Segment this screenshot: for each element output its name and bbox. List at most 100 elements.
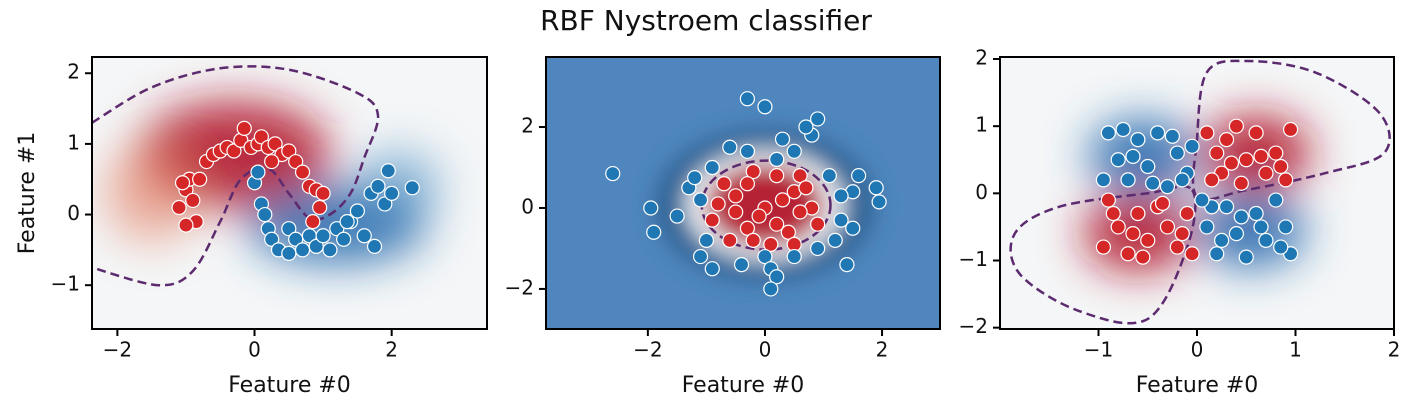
point — [1223, 155, 1240, 171]
y-tick-label: 2 — [67, 60, 80, 84]
point — [1273, 158, 1289, 175]
point — [315, 228, 331, 244]
point — [1258, 165, 1274, 181]
point — [851, 167, 867, 184]
point — [780, 224, 796, 240]
point — [1218, 199, 1235, 215]
point — [763, 236, 779, 253]
point — [294, 242, 311, 258]
point — [1169, 145, 1185, 161]
point — [1253, 148, 1269, 164]
point — [769, 151, 785, 168]
point — [1140, 232, 1156, 248]
point — [1238, 249, 1254, 265]
y-tick-label: −2 — [959, 314, 988, 338]
subplot: −2 0 2 −2 0 2 Feature #0 — [505, 56, 941, 398]
point — [1248, 205, 1264, 222]
point — [757, 99, 773, 115]
point — [687, 170, 703, 186]
point — [692, 192, 709, 208]
point — [1268, 145, 1284, 161]
point — [1105, 205, 1121, 222]
point — [315, 185, 331, 201]
point — [322, 242, 338, 258]
point — [267, 136, 283, 152]
y-tick-label: 1 — [975, 113, 988, 137]
point — [294, 164, 311, 180]
point — [692, 248, 709, 265]
y-tick-label: −1 — [959, 247, 988, 271]
point — [871, 194, 887, 210]
point — [1095, 239, 1112, 255]
point — [1145, 175, 1161, 191]
y-tick-label: 0 — [975, 180, 988, 204]
point — [798, 180, 814, 196]
point — [646, 224, 662, 240]
x-tick-label: −2 — [633, 338, 662, 362]
point — [1169, 239, 1185, 255]
point — [769, 167, 785, 184]
point — [643, 200, 659, 216]
point — [349, 203, 365, 219]
point — [751, 208, 767, 224]
point — [1140, 158, 1156, 175]
point — [605, 165, 621, 182]
point — [1273, 239, 1289, 255]
y-tick-label: −1 — [51, 272, 80, 296]
point — [774, 131, 791, 147]
point — [868, 180, 884, 196]
point — [257, 206, 273, 223]
point — [745, 163, 761, 180]
decision-surface — [92, 57, 487, 329]
point — [1218, 132, 1235, 148]
point — [1278, 219, 1294, 235]
point — [786, 248, 802, 265]
x-tick-label: −2 — [103, 338, 132, 362]
point — [1268, 192, 1284, 208]
point — [845, 220, 861, 236]
point — [1214, 232, 1230, 248]
point — [810, 240, 826, 257]
point — [185, 192, 201, 209]
point — [710, 196, 726, 212]
point — [305, 214, 321, 230]
point — [827, 232, 843, 248]
decision-boundary — [92, 65, 380, 287]
point — [1110, 219, 1126, 235]
point — [792, 167, 808, 184]
point — [264, 153, 280, 170]
point — [1164, 128, 1180, 144]
figure-title: RBF Nystroem classifier — [540, 4, 872, 37]
point — [704, 261, 720, 277]
axes-frame — [91, 56, 488, 330]
point — [384, 185, 400, 201]
point — [192, 171, 208, 187]
point — [1199, 125, 1215, 141]
x-tick-label: 2 — [385, 338, 398, 362]
point — [1110, 152, 1126, 168]
point — [739, 220, 755, 236]
point — [839, 257, 855, 273]
y-tick-label: 2 — [521, 114, 534, 138]
x-tick-label: 1 — [1289, 338, 1302, 362]
point — [810, 111, 826, 127]
y-axis-label: Feature #1 — [15, 132, 40, 255]
point — [1120, 172, 1136, 188]
point — [250, 164, 266, 180]
point — [370, 178, 386, 194]
point — [174, 175, 191, 191]
y-tick-label: 2 — [975, 46, 988, 70]
y-tick-label: 1 — [67, 130, 80, 154]
point — [336, 231, 352, 247]
point — [288, 153, 304, 170]
point — [380, 163, 396, 179]
point — [1120, 246, 1136, 262]
point — [1100, 192, 1116, 208]
point — [739, 91, 755, 107]
point — [792, 204, 808, 220]
point — [1278, 172, 1294, 188]
point — [774, 192, 791, 208]
point — [1233, 209, 1249, 225]
point — [312, 199, 328, 216]
